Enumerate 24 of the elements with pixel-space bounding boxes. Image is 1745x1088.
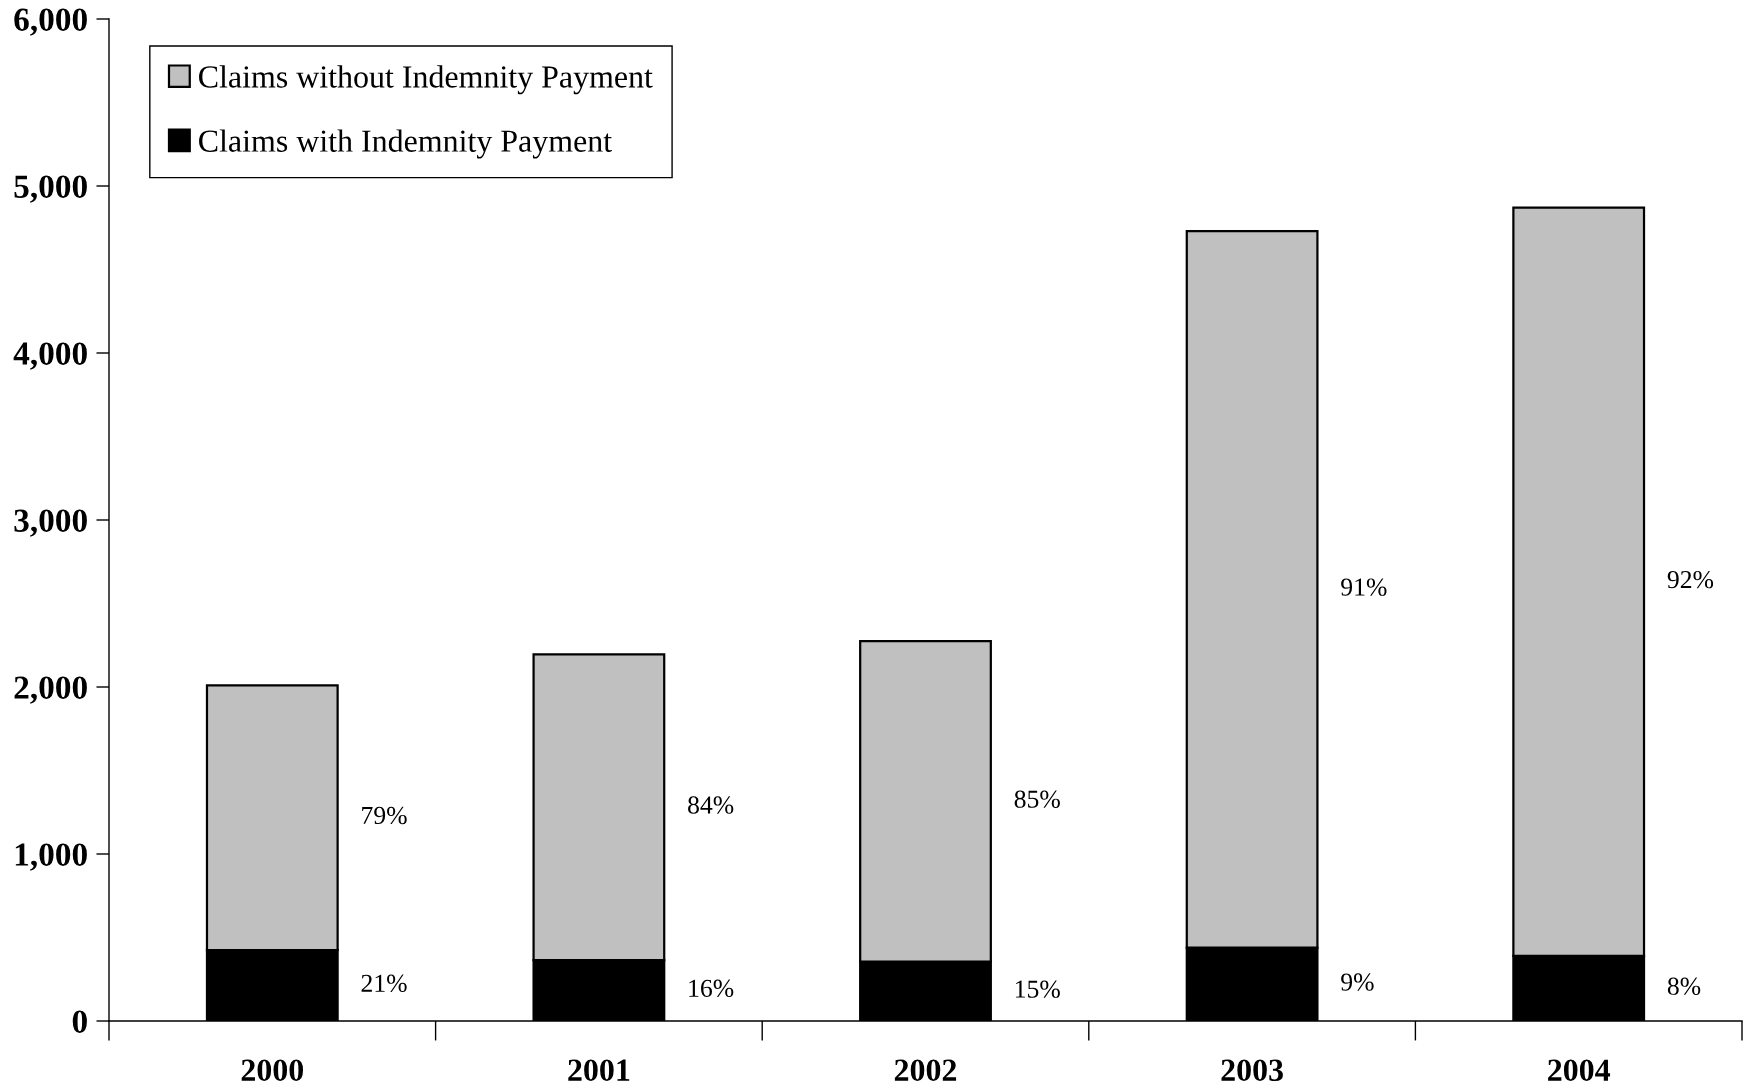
y-tick-label: 5,000	[14, 175, 87, 203]
annotation: 84%	[688, 796, 734, 814]
y-tick-label: 3,000	[14, 509, 87, 537]
annotation: 15%	[1015, 980, 1060, 998]
y-tick-label: 6,000	[14, 8, 87, 36]
annotation: 91%	[1341, 578, 1387, 596]
annotation: 16%	[689, 979, 734, 998]
annotation: 79%	[362, 806, 407, 825]
x-tick-label: 2004	[1548, 1059, 1611, 1081]
legend-label: Claims with Indemnity Payment	[199, 129, 612, 159]
y-tick-label: 2,000	[14, 676, 87, 704]
y-tick-label: 4,000	[13, 342, 87, 370]
annotation: 9%	[1341, 973, 1374, 991]
x-tick-label: 2001	[568, 1059, 630, 1081]
annotation: 92%	[1667, 570, 1714, 589]
y-tick-label: 1,000	[15, 843, 87, 871]
y-tick-label: 0	[72, 1010, 87, 1033]
legend-label: Claims without Indemnity Payment	[199, 65, 653, 95]
annotation: 21%	[361, 974, 407, 993]
x-tick-label: 2000	[241, 1059, 304, 1081]
x-tick-label: 2003	[1221, 1059, 1283, 1081]
annotation: 8%	[1667, 977, 1701, 995]
x-tick-label: 2002	[894, 1059, 957, 1081]
annotation: 85%	[1014, 790, 1060, 808]
